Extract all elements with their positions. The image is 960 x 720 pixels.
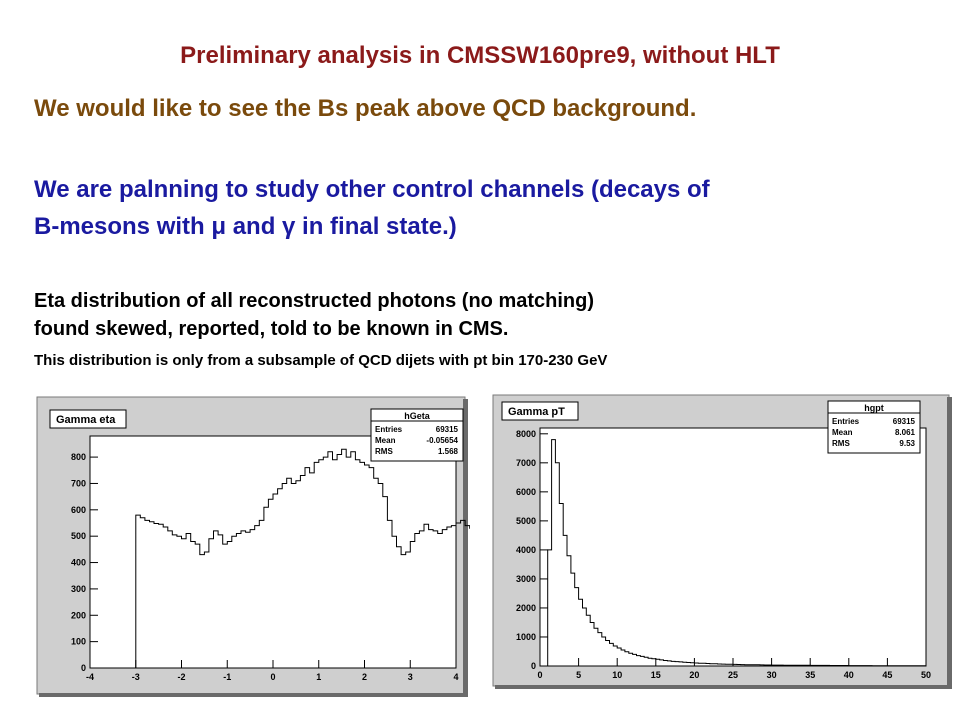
y-tick-label: 600 — [71, 505, 86, 515]
chart-title: Gamma pT — [508, 406, 565, 418]
stats-value-mean: 8.061 — [895, 428, 916, 437]
y-tick-label: 6000 — [516, 487, 536, 497]
y-tick-label: 700 — [71, 478, 86, 488]
y-tick-label: 4000 — [516, 545, 536, 555]
x-tick-label: 5 — [576, 670, 581, 680]
control-channels-line-1: We are palnning to study other control c… — [34, 176, 710, 203]
stats-box: hGeta Entries 69315 Mean -0.05654 RMS 1.… — [370, 408, 464, 462]
bs-peak-line: We would like to see the Bs peak above Q… — [34, 95, 697, 122]
canvas-shadow-bottom — [495, 685, 952, 689]
x-tick-label: 40 — [844, 670, 854, 680]
stats-name: hgpt — [864, 403, 884, 413]
x-tick-label: 50 — [921, 670, 931, 680]
x-tick-label: 45 — [882, 670, 892, 680]
y-tick-label: 400 — [71, 558, 86, 568]
x-tick-label: 15 — [651, 670, 661, 680]
stats-label-entries: Entries — [375, 425, 403, 434]
stats-name: hGeta — [404, 411, 431, 421]
stats-label-mean: Mean — [832, 428, 853, 437]
y-tick-label: 500 — [71, 531, 86, 541]
eta-note-line-1: Eta distribution of all reconstructed ph… — [34, 290, 594, 312]
title-box: Gamma eta — [49, 409, 127, 429]
y-tick-label: 3000 — [516, 574, 536, 584]
axes: 0 100 200 300 400 500 600 700 800 -4 -3 -2 -1 0 1 2 3 4 — [71, 452, 459, 682]
y-tick-label: 2000 — [516, 603, 536, 613]
title-box: Gamma pT — [501, 401, 579, 421]
canvas-shadow — [463, 399, 468, 697]
x-tick-label: -4 — [86, 672, 94, 682]
subsample-note: This distribution is only from a subsamp… — [34, 352, 608, 369]
stats-label-mean: Mean — [375, 436, 396, 445]
stats-value-mean: -0.05654 — [426, 436, 458, 445]
y-tick-label: 7000 — [516, 458, 536, 468]
x-tick-label: 25 — [728, 670, 738, 680]
canvas-shadow — [947, 397, 952, 689]
x-tick-label: 35 — [805, 670, 815, 680]
eta-note-line-2: found skewed, reported, told to be known… — [34, 318, 509, 340]
canvas-shadow-bottom — [39, 693, 468, 697]
x-tick-label: 2 — [362, 672, 367, 682]
axes: 0 1000 2000 3000 4000 5000 6000 7000 8000 0 5 10 15 2… — [516, 429, 931, 680]
chart-title: Gamma eta — [56, 414, 116, 426]
stats-value-rms: 1.568 — [438, 447, 459, 456]
x-tick-label: 30 — [767, 670, 777, 680]
y-tick-label: 0 — [81, 663, 86, 673]
stats-label-rms: RMS — [832, 439, 850, 448]
stats-label-entries: Entries — [832, 417, 860, 426]
x-tick-label: -2 — [177, 672, 185, 682]
y-tick-label: 5000 — [516, 516, 536, 526]
x-tick-label: 20 — [689, 670, 699, 680]
y-tick-label: 300 — [71, 584, 86, 594]
plot-area — [89, 435, 457, 669]
control-channels-line-2: B-mesons with μ and γ in final state.) — [34, 213, 457, 240]
x-tick-label: 1 — [316, 672, 321, 682]
x-tick-label: 4 — [453, 672, 458, 682]
y-tick-label: 8000 — [516, 429, 536, 439]
x-tick-label: 0 — [537, 670, 542, 680]
slide-title: Preliminary analysis in CMSSW160pre9, wi… — [180, 42, 780, 69]
x-tick-label: 0 — [270, 672, 275, 682]
histogram-line — [135, 448, 470, 668]
gamma-pt-chart: Gamma pT hgpt Entries 69315 Mean 8.061 R… — [492, 394, 952, 689]
y-tick-label: 0 — [531, 661, 536, 671]
x-tick-label: -3 — [132, 672, 140, 682]
y-tick-label: 200 — [71, 610, 86, 620]
stats-value-entries: 69315 — [436, 425, 459, 434]
y-tick-label: 800 — [71, 452, 86, 462]
stats-box: hgpt Entries 69315 Mean 8.061 RMS 9.53 — [827, 400, 921, 454]
gamma-eta-chart: Gamma eta hGeta Entries 69315 Mean -0.05… — [36, 396, 470, 697]
x-tick-label: -1 — [223, 672, 231, 682]
stats-value-rms: 9.53 — [899, 439, 915, 448]
stats-label-rms: RMS — [375, 447, 393, 456]
y-tick-label: 100 — [71, 637, 86, 647]
x-tick-label: 10 — [612, 670, 622, 680]
y-tick-label: 1000 — [516, 632, 536, 642]
histogram-line — [540, 439, 927, 667]
x-tick-label: 3 — [408, 672, 413, 682]
stats-value-entries: 69315 — [893, 417, 916, 426]
